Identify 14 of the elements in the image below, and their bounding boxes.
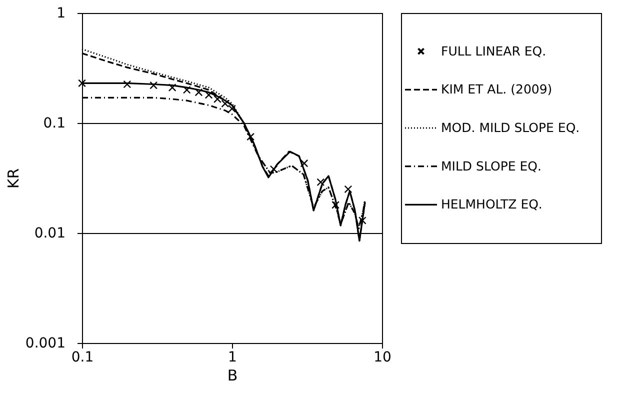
legend-label: HELMHOLTZ EQ. [441, 196, 542, 212]
legend-label: KIM ET AL. (2009) [441, 82, 552, 97]
legend-label: FULL LINEAR EQ. [441, 43, 546, 58]
legend-label: MILD SLOPE EQ. [441, 158, 542, 174]
x-tick-label: 0.1 [71, 350, 94, 366]
y-axis-title: KR [4, 168, 22, 189]
y-tick-label: 1 [56, 6, 66, 22]
x-tick-label: 10 [374, 350, 392, 366]
legend-label: MOD. MILD SLOPE EQ. [441, 120, 580, 135]
y-tick-label: 0.001 [25, 336, 66, 352]
y-tick-label: 0.1 [43, 116, 66, 132]
x-tick-label: 1 [228, 350, 237, 366]
x-axis-title: B [227, 366, 238, 384]
y-tick-label: 0.01 [34, 226, 66, 242]
